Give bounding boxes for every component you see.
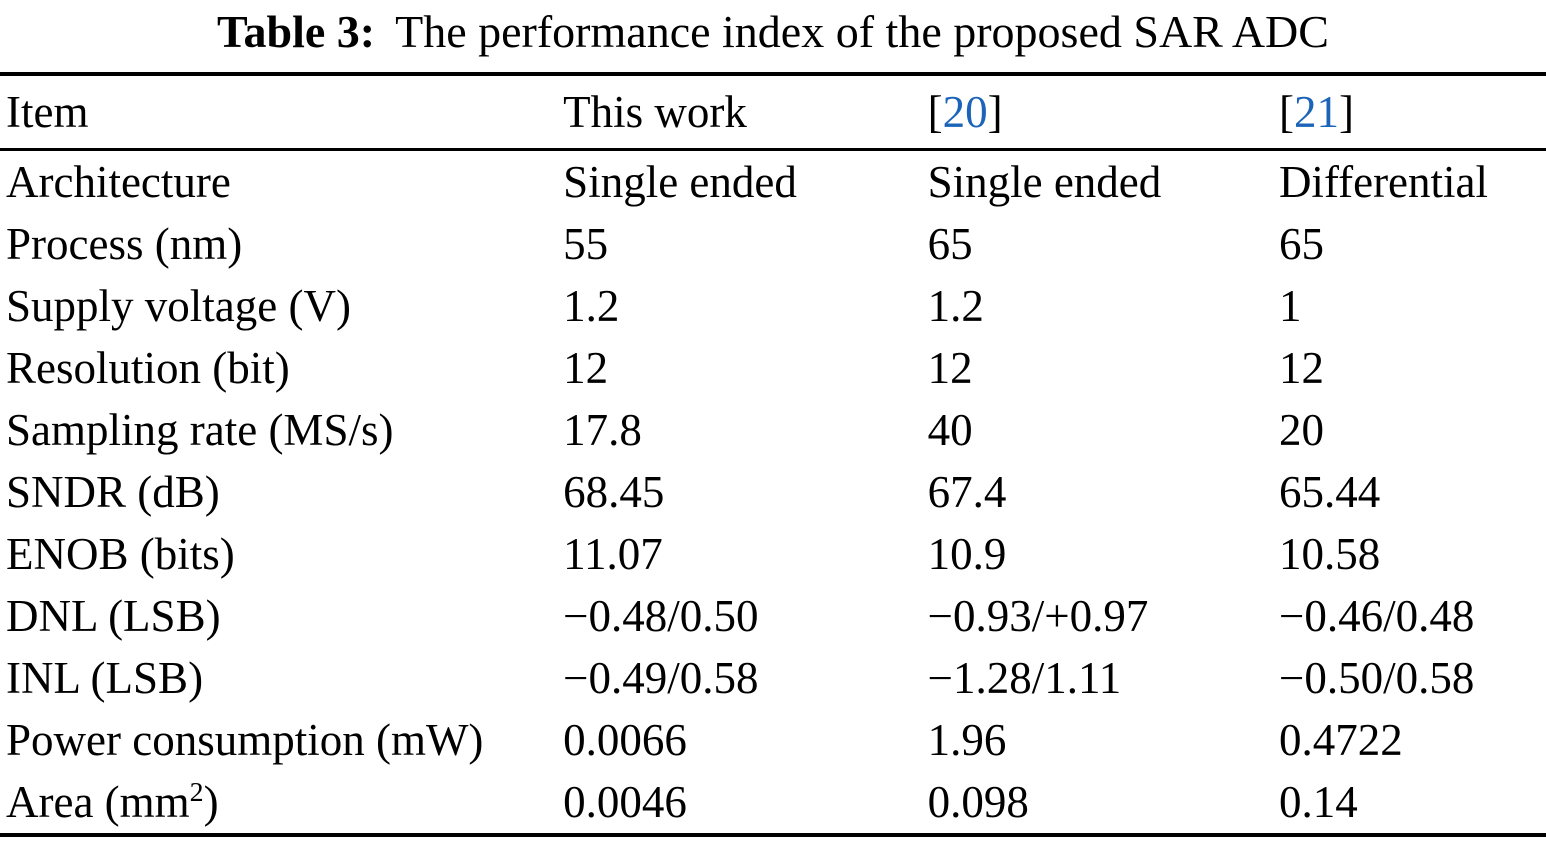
header-row: Item This work [20] [21]	[0, 74, 1546, 151]
value-cell: 65	[927, 218, 973, 269]
value-cell: −0.48/0.50	[563, 590, 759, 641]
value-cell: Single ended	[563, 156, 797, 207]
value-cell: 65.44	[1278, 466, 1381, 517]
value-cell: 40	[927, 404, 973, 455]
row-label-cell: Process (nm)	[6, 218, 243, 269]
value-cell: Single ended	[927, 156, 1162, 207]
value-cell: −1.28/1.11	[927, 652, 1122, 703]
value-cell: 17.8	[563, 404, 642, 455]
row-label-cell: Area (mm2)	[6, 776, 219, 827]
value-cell: 1.2	[927, 280, 984, 331]
table-row: Process (nm) 55 65 65	[0, 213, 1546, 275]
table-row: Power consumption (mW) 0.0066 1.96 0.4722	[0, 709, 1546, 771]
row-label-cell: DNL (LSB)	[6, 590, 221, 641]
value-cell: 11.07	[563, 528, 663, 579]
table-header: Item This work [20] [21]	[0, 74, 1546, 151]
column-header-ref-21: [21]	[1278, 74, 1546, 151]
table-row: Architecture Single ended Single ended Diff…	[0, 149, 1546, 213]
row-label-cell: Power consumption (mW)	[6, 714, 484, 765]
table-row: INL (LSB) −0.49/0.58 −1.28/1.11 −0.50/0.58	[0, 647, 1546, 709]
value-cell: 12	[563, 342, 609, 393]
value-cell: 0.098	[927, 776, 1029, 827]
row-label-cell: INL (LSB)	[6, 652, 204, 703]
table-row: Sampling rate (MS/s) 17.8 40 20	[0, 399, 1546, 461]
table-row: Supply voltage (V) 1.2 1.2 1	[0, 275, 1546, 337]
row-label-cell: Supply voltage (V)	[6, 280, 351, 331]
value-cell: 0.14	[1278, 776, 1358, 827]
table-body: Architecture Single ended Single ended Diff…	[0, 149, 1546, 835]
row-label-cell: Architecture	[6, 156, 231, 207]
value-cell: 12	[1278, 342, 1324, 393]
row-label-cell: Resolution (bit)	[6, 342, 290, 393]
value-cell: 55	[563, 218, 609, 269]
value-cell: Differential	[1278, 156, 1489, 207]
value-cell: 1.96	[927, 714, 1007, 765]
value-cell: 67.4	[927, 466, 1007, 517]
value-cell: 1.2	[563, 280, 620, 331]
row-label-cell: ENOB (bits)	[6, 528, 235, 579]
table-row: ENOB (bits) 11.07 10.9 10.58	[0, 523, 1546, 585]
value-cell: 20	[1278, 404, 1324, 455]
value-cell: 0.0046	[563, 776, 687, 827]
table-row: SNDR (dB) 68.45 67.4 65.44	[0, 461, 1546, 523]
row-label-cell: SNDR (dB)	[6, 466, 220, 517]
value-cell: 10.9	[927, 528, 1007, 579]
table-row: Area (mm2) 0.0046 0.098 0.14	[0, 771, 1546, 835]
column-header-this-work: This work	[563, 74, 928, 151]
value-cell: 0.0066	[563, 714, 687, 765]
superscript: 2	[189, 777, 204, 809]
value-cell: −0.93/+0.97	[927, 590, 1149, 641]
value-cell: −0.50/0.58	[1278, 652, 1475, 703]
value-cell: 1	[1278, 280, 1302, 331]
row-label-cell: Sampling rate (MS/s)	[6, 404, 394, 455]
value-cell: 65	[1278, 218, 1324, 269]
table-row: Resolution (bit) 12 12 12	[0, 337, 1546, 399]
performance-index-table: Item This work [20] [21] Architecture Single…	[0, 72, 1546, 837]
value-cell: 0.4722	[1278, 714, 1403, 765]
value-cell: 12	[927, 342, 973, 393]
value-cell: −0.46/0.48	[1278, 590, 1475, 641]
table-caption: Table 3: The performance index of the pro…	[0, 2, 1546, 62]
table-caption-text: The performance index of the proposed SA…	[395, 6, 1329, 57]
column-header-item: Item	[0, 74, 564, 151]
table-caption-label: Table 3:	[217, 6, 376, 57]
citation-link-20[interactable]: 20	[942, 86, 988, 137]
value-cell: −0.49/0.58	[563, 652, 759, 703]
citation-link-21[interactable]: 21	[1293, 86, 1339, 137]
value-cell: 10.58	[1278, 528, 1381, 579]
value-cell: 68.45	[563, 466, 665, 517]
column-header-ref-20: [20]	[927, 74, 1279, 151]
table-row: DNL (LSB) −0.48/0.50 −0.93/+0.97 −0.46/0.48	[0, 585, 1546, 647]
